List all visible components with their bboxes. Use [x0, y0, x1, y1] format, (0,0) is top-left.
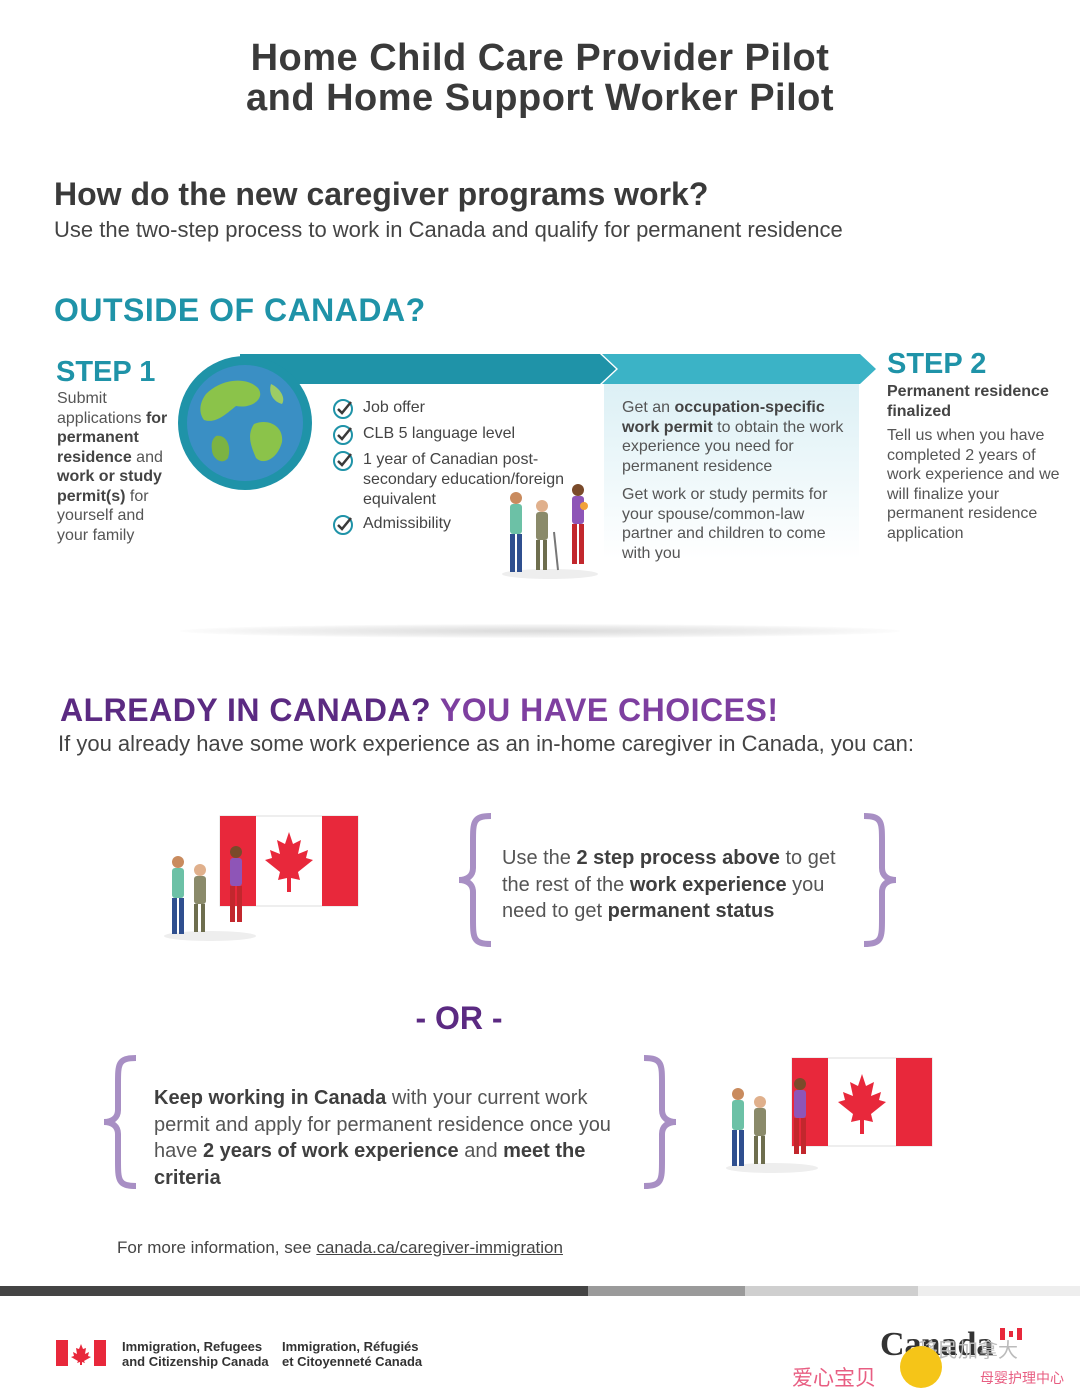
caregiver-immigration-link[interactable]: canada.ca/caregiver-immigration	[316, 1238, 563, 1257]
step1-label: STEP 1	[56, 356, 156, 388]
department-name-fr: Immigration, Réfugiés et Citoyenneté Can…	[282, 1339, 423, 1369]
section-divider	[180, 624, 900, 638]
watermark-text: 爱心宝贝	[792, 1367, 876, 1390]
section-question: How do the new caregiver programs work?	[54, 176, 709, 212]
requirement-item: Admissibility	[332, 514, 602, 536]
requirements-list: Job offer CLB 5 language level 1 year of…	[332, 398, 602, 540]
choice2-text: Keep working in Canada with your current…	[154, 1087, 611, 1189]
more-info-text: For more information, see canada.ca/care…	[117, 1238, 563, 1257]
check-circle-icon	[333, 515, 353, 535]
process-arrow-band	[240, 354, 876, 384]
requirement-item: 1 year of Canadian post-secondary educat…	[332, 450, 602, 510]
step-middle-panel	[604, 384, 859, 559]
right-brace-icon	[863, 813, 897, 947]
right-brace-icon	[643, 1055, 677, 1189]
step2-text: Tell us when you have completed 2 years …	[887, 427, 1060, 542]
or-separator: - OR -	[415, 1000, 503, 1036]
canada-flag-icon	[56, 1340, 106, 1366]
check-circle-icon	[333, 451, 353, 471]
watermark-text: 移民加拿大	[918, 1340, 1018, 1362]
left-brace-icon	[103, 1055, 137, 1189]
footer-bar	[588, 1286, 745, 1296]
department-name-en: Immigration, Refugees and Citizenship Ca…	[122, 1339, 269, 1369]
step2-title: Permanent residence finalized	[887, 383, 1049, 420]
footer-bar	[745, 1286, 918, 1296]
check-circle-icon	[333, 425, 353, 445]
section-subtitle: Use the two-step process to work in Cana…	[54, 217, 843, 242]
step1-text: Submit applications for permanent reside…	[57, 390, 168, 544]
globe-icon	[178, 356, 312, 490]
caregiver-people-illustration	[502, 484, 598, 579]
watermark-logo-icon	[900, 1346, 942, 1388]
requirement-item: Job offer	[332, 398, 602, 420]
check-circle-icon	[333, 399, 353, 419]
choice1-text: Use the 2 step process above to get the …	[502, 847, 836, 922]
watermark-text: 母婴护理中心	[980, 1370, 1064, 1386]
occupation-permit-text: Get an occupation-specific work permit t…	[622, 399, 844, 475]
family-permit-text: Get work or study permits for your spous…	[622, 486, 828, 562]
already-subtitle: If you already have some work experience…	[58, 731, 915, 756]
canada-flag-people-illustration	[726, 1057, 933, 1173]
step2-label: STEP 2	[887, 348, 987, 380]
footer-bar	[0, 1286, 588, 1296]
canada-flag-people-illustration	[164, 815, 359, 941]
already-heading: ALREADY IN CANADA? YOU HAVE CHOICES!	[60, 692, 779, 728]
footer-bar	[918, 1286, 1080, 1296]
left-brace-icon	[458, 813, 492, 947]
requirement-item: CLB 5 language level	[332, 424, 602, 446]
page-title: Home Child Care Provider Pilot and Home …	[245, 37, 835, 119]
wordmark-flag-icon	[1000, 1328, 1022, 1340]
outside-heading: OUTSIDE OF CANADA?	[54, 292, 426, 328]
